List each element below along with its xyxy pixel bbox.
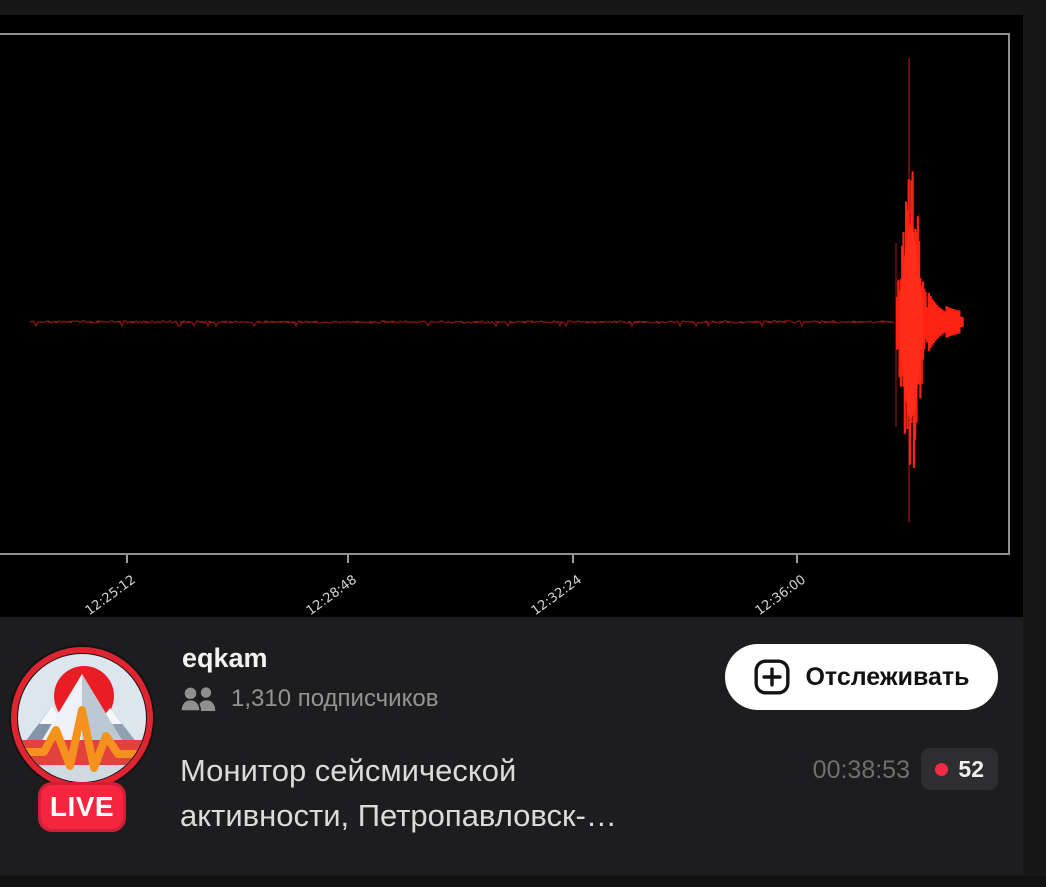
avatar-logo-icon (9, 645, 155, 791)
video-player[interactable]: 12:25:12 12:28:48 12:32:24 12:36:00 (0, 15, 1023, 619)
plus-icon (754, 659, 790, 695)
subscriber-count: 1,310 подписчиков (231, 685, 439, 712)
viewers-badge: 52 (921, 748, 998, 790)
channel-name[interactable]: eqkam (182, 643, 268, 673)
x-tick-label: 12:28:48 (303, 572, 360, 619)
x-tick-mark (572, 555, 574, 563)
elapsed-time: 00:38:53 (812, 756, 910, 784)
x-tick-mark (347, 555, 349, 563)
stream-info-bar: LIVE eqkam 1,310 подписчиков Монитор сей… (0, 617, 1023, 875)
seismogram-frame (0, 33, 1010, 555)
subscriber-row: 1,310 подписчиков (180, 685, 438, 713)
live-dot-icon (935, 762, 949, 776)
follow-button-label: Отслеживать (805, 662, 970, 691)
x-tick-mark (796, 555, 798, 563)
viewers-count: 52 (958, 755, 984, 782)
x-tick-label: 12:32:24 (528, 572, 585, 619)
x-tick-mark (126, 555, 128, 563)
live-badge: LIVE (38, 782, 126, 832)
subscribers-icon (180, 686, 216, 712)
follow-button[interactable]: Отслеживать (725, 644, 998, 710)
stream-title: Монитор сейсмической активности, Петропа… (180, 753, 617, 833)
x-tick-label: 12:36:00 (752, 572, 809, 619)
x-tick-label: 12:25:12 (82, 572, 139, 619)
channel-avatar[interactable]: LIVE (8, 644, 156, 832)
bottom-divider (0, 876, 1046, 887)
